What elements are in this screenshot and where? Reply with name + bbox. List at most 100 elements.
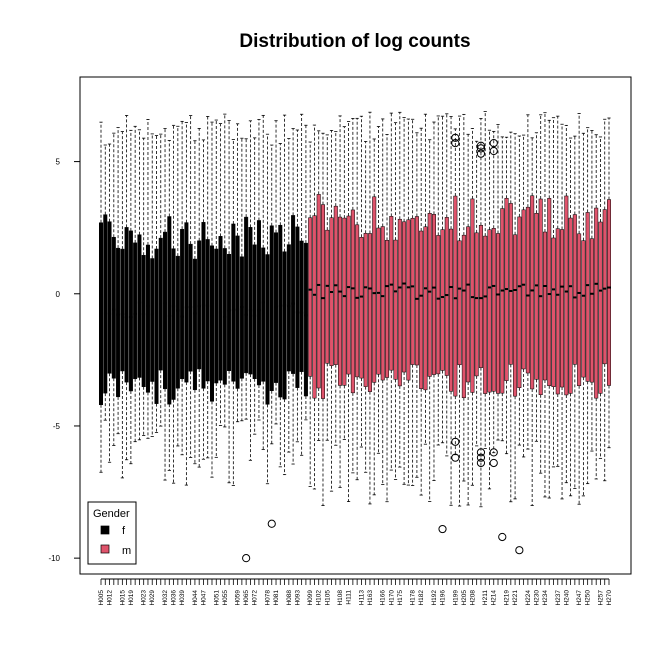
box-body <box>116 247 121 398</box>
box-body <box>594 207 599 399</box>
outlier-point <box>451 437 460 446</box>
box-body <box>431 214 436 375</box>
box-m <box>350 118 355 474</box>
x-tick-label: H113 <box>358 590 365 605</box>
box-f <box>133 125 138 443</box>
outlier-point <box>451 453 460 462</box>
box-body <box>393 239 398 380</box>
box-body <box>355 224 360 378</box>
boxes-layer <box>98 111 612 508</box>
box-body <box>214 248 219 384</box>
x-tick-label: H230 <box>533 590 540 606</box>
x-tick-label: H036 <box>171 590 178 606</box>
box-body <box>513 234 518 397</box>
x-tick-label: H237 <box>555 590 562 606</box>
box-m <box>474 140 479 447</box>
box-m <box>530 137 535 506</box>
box-m <box>606 117 612 449</box>
box-f <box>184 122 189 486</box>
x-tick-label: H192 <box>431 590 438 606</box>
box-body <box>167 216 172 405</box>
box-f <box>137 129 142 441</box>
box-m <box>325 134 330 441</box>
box-body <box>555 228 560 395</box>
x-tick-label: H081 <box>273 590 280 606</box>
box-f <box>218 123 223 426</box>
box-body <box>359 237 364 379</box>
box-body <box>180 229 185 380</box>
box-m <box>457 115 462 507</box>
box-m <box>555 115 560 467</box>
x-tick-label: H072 <box>252 590 259 606</box>
box-body <box>530 195 535 390</box>
box-f <box>167 140 172 471</box>
box-body <box>444 217 449 376</box>
x-tick-label: H093 <box>294 590 301 606</box>
box-body <box>282 251 287 400</box>
box-body <box>380 226 385 381</box>
box-m <box>410 118 415 486</box>
box-body <box>470 198 475 393</box>
x-tick-label: H055 <box>222 590 229 606</box>
box-m <box>308 141 313 487</box>
x-tick-label: H015 <box>119 590 126 606</box>
box-body <box>128 230 133 392</box>
y-axis: -10 -5 0 5 <box>48 158 81 563</box>
box-body <box>316 194 321 389</box>
box-f <box>180 120 185 456</box>
box-m <box>338 115 343 488</box>
box-body <box>602 209 607 365</box>
box-body <box>589 238 594 383</box>
box-f <box>98 121 104 473</box>
box-f <box>111 132 116 446</box>
box-body <box>350 209 355 394</box>
box-m <box>466 133 471 506</box>
box-body <box>192 258 197 391</box>
outlier-point <box>242 554 251 563</box>
box-f <box>227 120 232 484</box>
x-tick-label: H247 <box>576 590 583 606</box>
x-tick-label: H051 <box>213 590 220 606</box>
box-body <box>150 258 155 382</box>
x-tick-label: H240 <box>563 590 570 606</box>
box-body <box>372 196 377 383</box>
box-m <box>423 113 428 445</box>
box-f <box>303 124 308 421</box>
outlier-point <box>489 138 498 148</box>
box-body <box>508 203 513 365</box>
box-f <box>261 114 266 450</box>
legend-swatch-m <box>100 544 110 554</box>
box-m <box>589 130 594 452</box>
box-body <box>363 233 368 387</box>
box-m <box>389 112 394 471</box>
box-body <box>547 198 552 386</box>
box-m <box>568 137 573 497</box>
outlier-point <box>476 144 486 153</box>
outlier-point <box>489 448 498 457</box>
x-tick-label: H059 <box>235 590 242 606</box>
box-body <box>209 245 214 402</box>
box-body <box>111 236 116 379</box>
y-tick-label: 5 <box>56 158 61 167</box>
box-f <box>163 128 168 481</box>
box-m <box>513 133 518 500</box>
box-body <box>568 217 573 394</box>
box-f <box>248 120 253 461</box>
box-body <box>389 216 394 371</box>
box-m <box>376 126 381 454</box>
box-body <box>338 216 343 386</box>
box-f <box>205 116 210 459</box>
box-m <box>547 119 552 499</box>
y-tick-label: 0 <box>56 290 61 299</box>
box-body <box>252 244 257 379</box>
box-body <box>124 227 129 383</box>
box-body <box>248 227 253 375</box>
box-m <box>551 117 556 468</box>
box-body <box>410 217 415 365</box>
box-body <box>423 226 428 391</box>
box-f <box>214 119 219 458</box>
box-m <box>581 132 586 497</box>
box-body <box>457 240 462 366</box>
box-body <box>402 221 407 373</box>
box-m <box>560 123 565 500</box>
